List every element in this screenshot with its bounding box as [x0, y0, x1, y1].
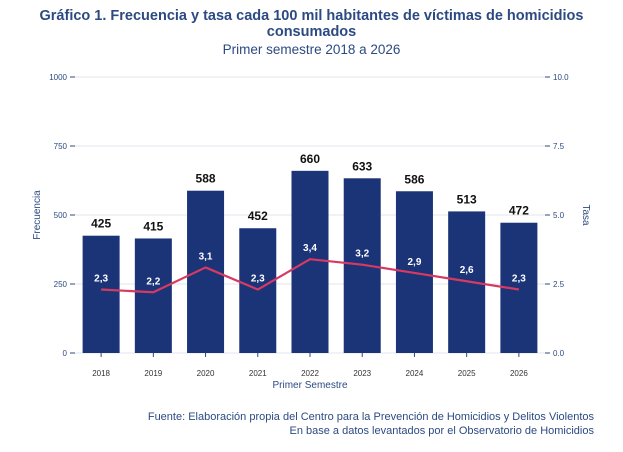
rate-value-label: 2,2: [146, 276, 160, 287]
bar-value-label: 660: [300, 152, 320, 166]
rate-value-label: 2,6: [460, 265, 474, 276]
bar: [134, 238, 172, 353]
y-tick-label-left: 1000: [49, 73, 67, 82]
bar: [239, 228, 277, 353]
rate-value-label: 2,3: [94, 274, 108, 285]
x-tick-label: 2019: [144, 369, 162, 378]
y-axis-title-right: Tasa: [580, 204, 591, 226]
bar-value-label: 513: [457, 192, 477, 206]
x-tick-label: 2024: [406, 369, 424, 378]
chart-title: Gráfico 1. Frecuencia y tasa cada 100 mi…: [39, 8, 584, 40]
bar: [291, 170, 329, 353]
y-tick-label-right: 0.0: [553, 349, 565, 358]
y-tick-label-left: 0: [63, 349, 68, 358]
rate-value-label: 2,9: [407, 257, 421, 268]
rate-value-label: 3,2: [355, 249, 369, 260]
y-tick-label-left: 500: [54, 211, 68, 220]
bar: [82, 235, 120, 353]
x-tick-label: 2020: [197, 369, 215, 378]
rate-value-label: 2,3: [512, 274, 526, 285]
rate-value-label: 3,4: [303, 243, 317, 254]
x-tick-label: 2023: [353, 369, 371, 378]
bar-value-label: 452: [248, 209, 268, 223]
bar-value-label: 415: [143, 219, 163, 233]
bar-value-label: 425: [91, 217, 111, 231]
bar-value-label: 633: [352, 159, 372, 173]
x-tick-label: 2021: [249, 369, 267, 378]
x-tick-label: 2018: [92, 369, 110, 378]
x-tick-label: 2026: [510, 369, 528, 378]
rate-line: [101, 258, 520, 294]
bar-value-label: 586: [404, 172, 424, 186]
y-tick-label-right: 7.5: [553, 142, 565, 151]
x-axis-title: Primer Semestre: [272, 380, 347, 391]
source-line-2: En base a datos levantados por el Observ…: [289, 425, 594, 437]
rate-value-label: 3,1: [199, 251, 213, 262]
x-tick-label: 2022: [301, 369, 319, 378]
y-tick-label-right: 2.5: [553, 280, 565, 289]
bar-value-label: 588: [196, 172, 216, 186]
y-tick-label-left: 250: [54, 280, 68, 289]
chart-subtitle: Primer semestre 2018 a 2026: [222, 42, 401, 57]
source-line-1: Fuente: Elaboración propia del Centro pa…: [147, 411, 594, 423]
bar-value-label: 472: [509, 204, 529, 218]
rate-value-label: 2,3: [251, 274, 265, 285]
x-tick-label: 2025: [458, 369, 476, 378]
y-tick-label-right: 10.0: [553, 73, 569, 82]
y-tick-label-right: 5.0: [553, 211, 565, 220]
chart-title-block: Gráfico 1. Frecuencia y tasa cada 100 mi…: [0, 8, 623, 58]
source-note: Fuente: Elaboración propia del Centro pa…: [148, 410, 594, 438]
y-tick-label-left: 750: [54, 142, 68, 151]
y-axis-title-left: Frecuencia: [32, 190, 43, 240]
